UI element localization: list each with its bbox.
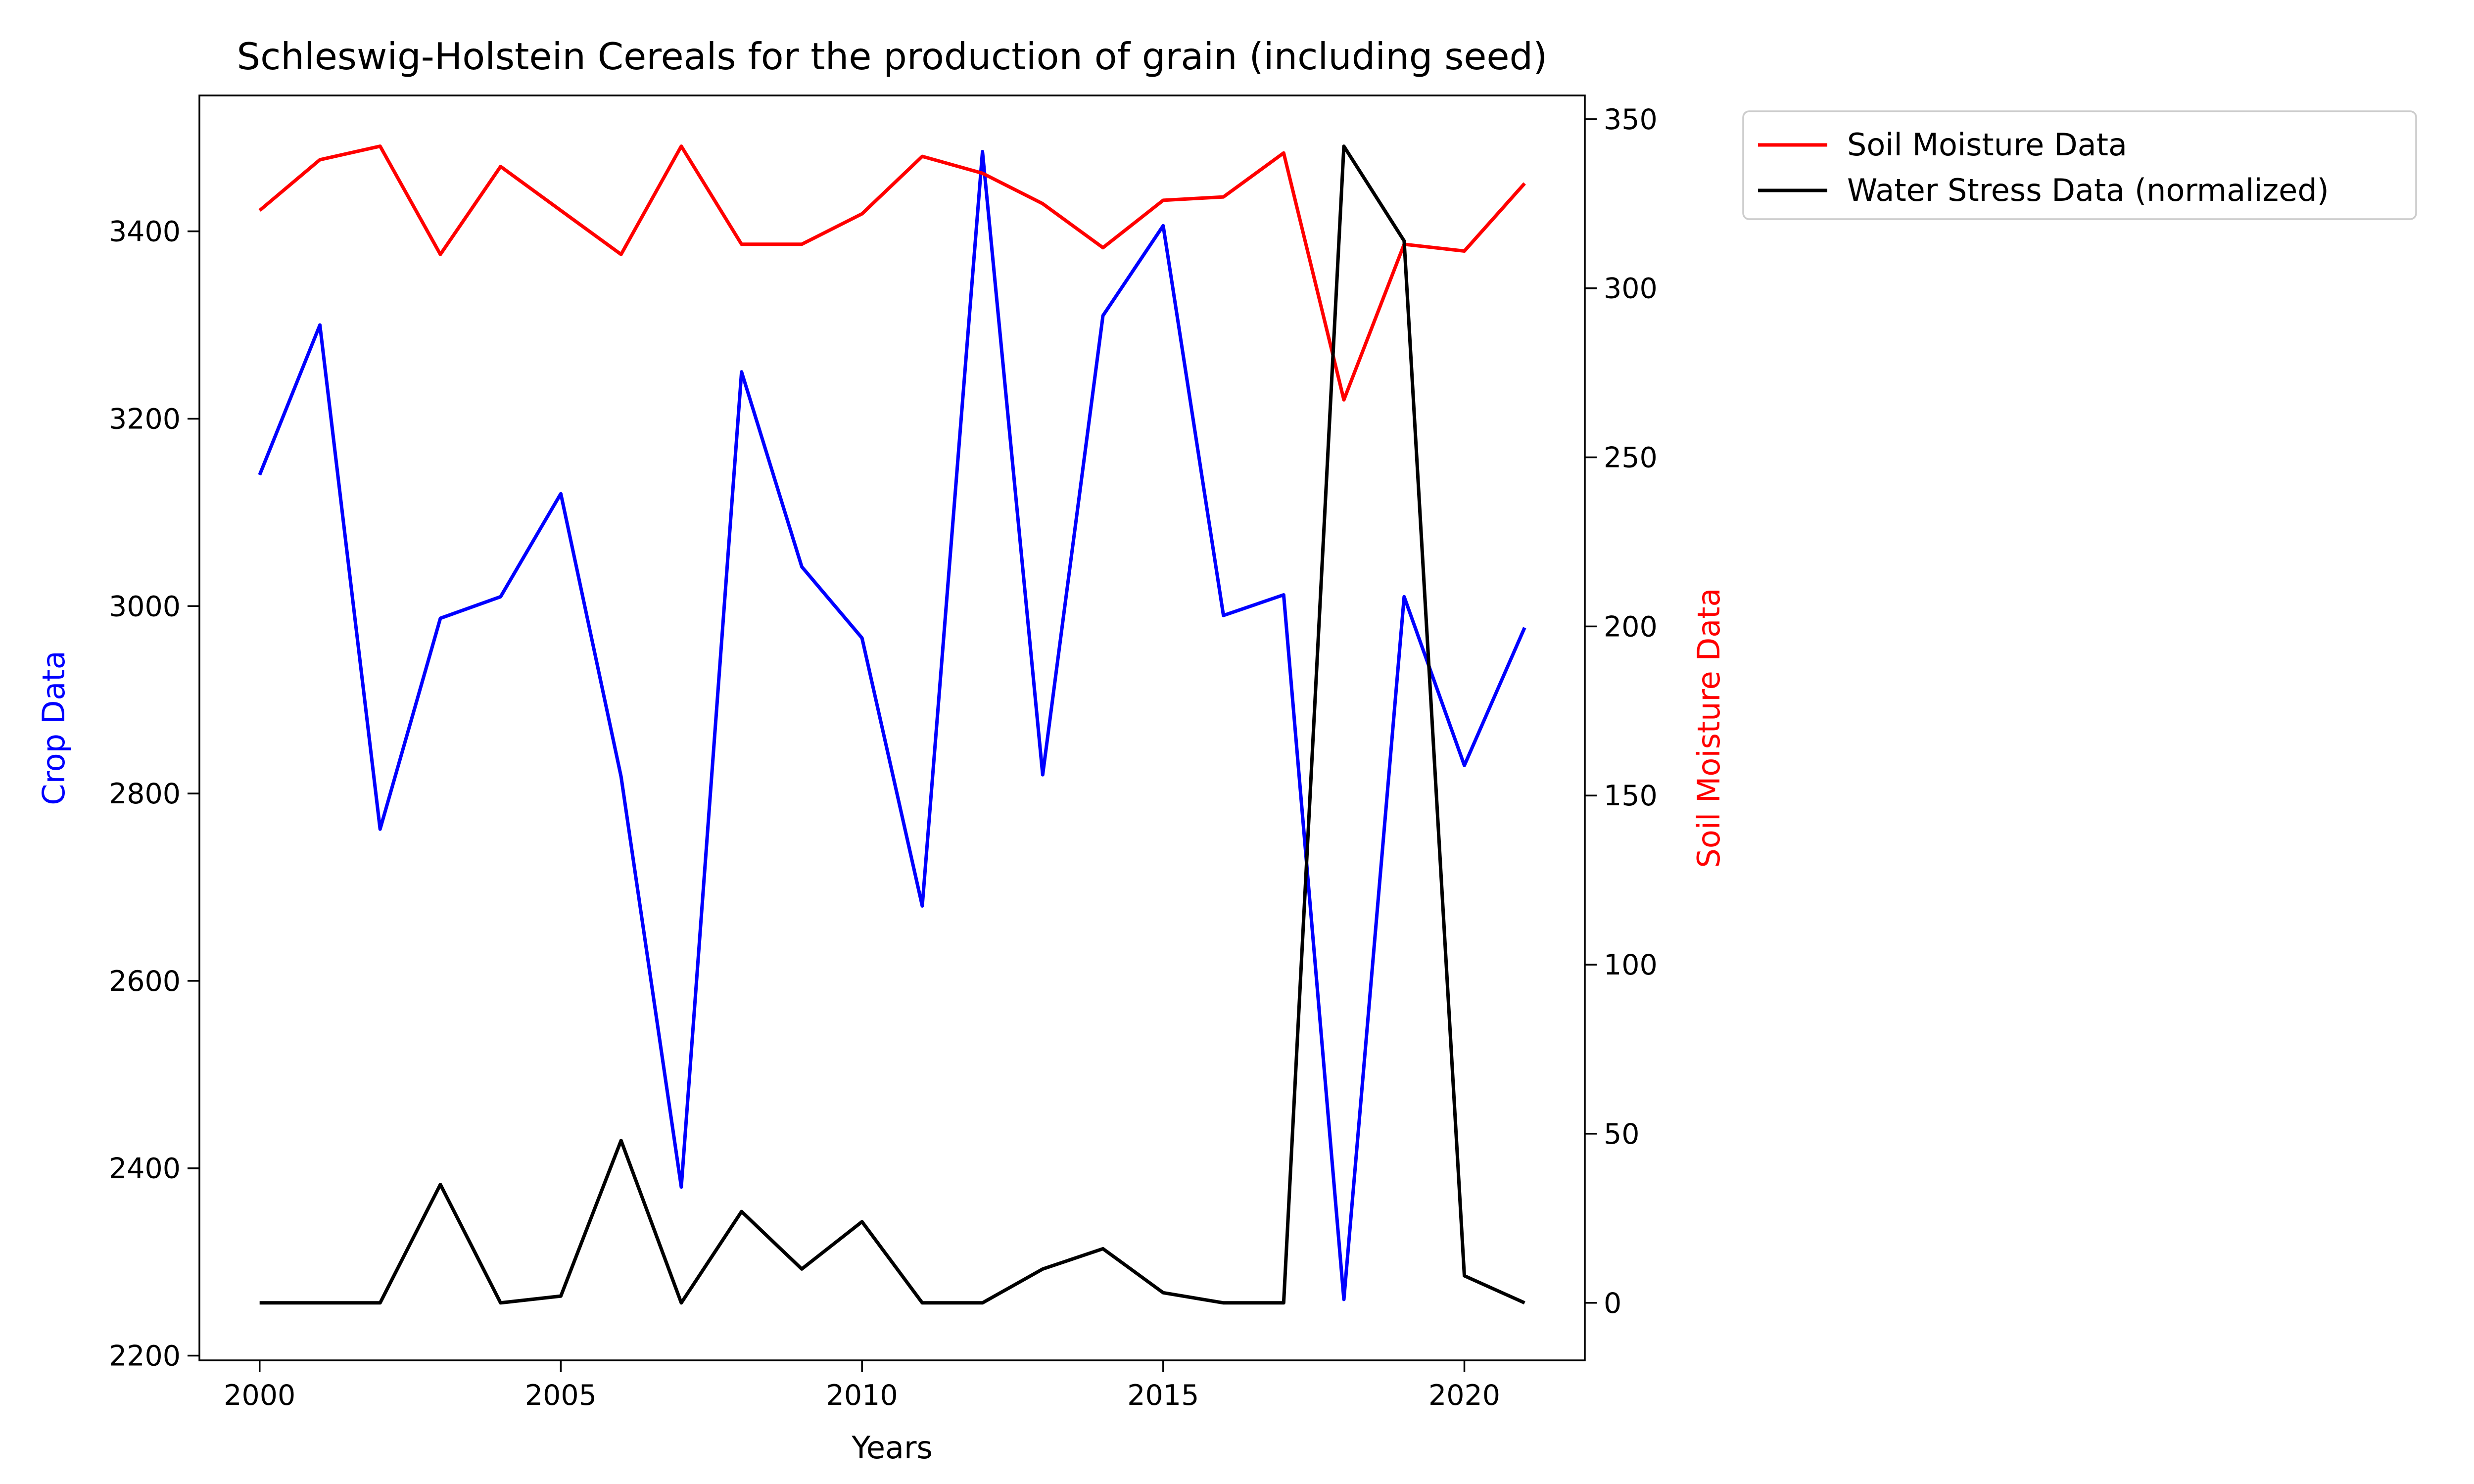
legend-label-soil-moisture-data: Soil Moisture Data bbox=[1847, 127, 2127, 163]
plot-frame bbox=[198, 94, 1586, 1361]
left-y-tick-label: 2200 bbox=[109, 1340, 181, 1373]
x-tick-label: 2015 bbox=[1127, 1379, 1199, 1412]
crop-data-line bbox=[258, 150, 1526, 1301]
right-y-tick-label: 350 bbox=[1604, 103, 1658, 136]
legend-box bbox=[1742, 110, 2417, 220]
x-tick-label: 2020 bbox=[1428, 1379, 1500, 1412]
left-y-axis-ticks: 2200 2400 2600 2800 3000 3200 3400 bbox=[109, 216, 199, 1373]
right-y-tick-label: 300 bbox=[1604, 273, 1658, 305]
x-tick-label: 2000 bbox=[224, 1379, 295, 1412]
left-y-tick-label: 3200 bbox=[109, 403, 181, 435]
legend-label-water-stress-data-normalized: Water Stress Data (normalized) bbox=[1847, 172, 2329, 208]
x-tick-label: 2010 bbox=[826, 1379, 898, 1412]
right-y-tick-label: 0 bbox=[1604, 1287, 1621, 1320]
water-stress-data-normalized-line bbox=[259, 144, 1525, 1305]
right-y-axis-title: Soil Moisture Data bbox=[1691, 588, 1727, 868]
x-axis-title: Years bbox=[851, 1430, 933, 1466]
right-y-tick-label: 200 bbox=[1604, 610, 1658, 643]
chart-title: Schleswig-Holstein Cereals for the produ… bbox=[237, 35, 1548, 78]
right-y-tick-label: 150 bbox=[1604, 780, 1658, 812]
left-y-axis-title: Crop Data bbox=[36, 650, 72, 805]
soil-moisture-data-line bbox=[258, 144, 1526, 402]
right-y-tick-label: 250 bbox=[1604, 442, 1658, 474]
left-y-tick-label: 3000 bbox=[109, 590, 181, 623]
plot-series bbox=[258, 144, 1526, 1305]
x-tick-label: 2005 bbox=[525, 1379, 597, 1412]
right-y-tick-label: 100 bbox=[1604, 949, 1658, 981]
right-y-axis-ticks: 0 50 100 150 200 250 300 350 bbox=[1585, 103, 1658, 1320]
legend: Soil Moisture Data Water Stress Data (nor… bbox=[1742, 110, 2417, 220]
left-y-tick-label: 2600 bbox=[109, 965, 181, 998]
left-y-tick-label: 2800 bbox=[109, 778, 181, 810]
x-axis-ticks: 2000 2005 2010 2015 2020 bbox=[224, 1360, 1500, 1412]
right-y-tick-label: 50 bbox=[1604, 1118, 1640, 1151]
left-y-tick-label: 2400 bbox=[109, 1153, 181, 1185]
left-y-tick-label: 3400 bbox=[109, 216, 181, 248]
